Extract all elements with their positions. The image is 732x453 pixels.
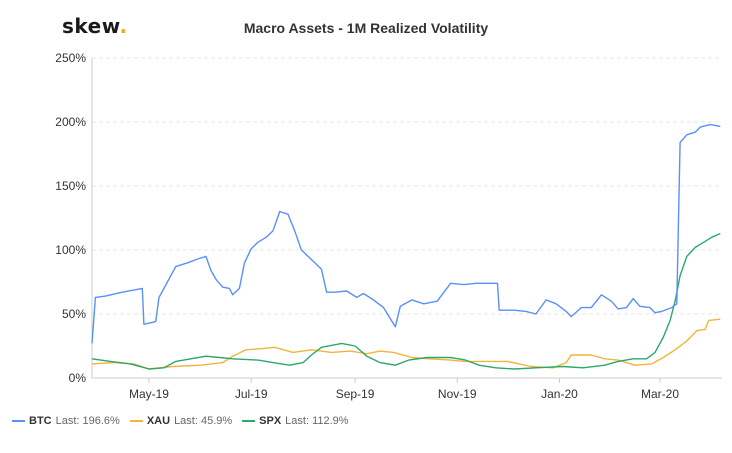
y-tick-label: 250%	[55, 51, 86, 65]
legend-swatch	[12, 420, 25, 422]
y-tick-label: 200%	[55, 115, 86, 129]
legend-last-value: Last: 45.9%	[174, 415, 233, 427]
legend-series-name: SPX	[259, 415, 282, 427]
logo-text: skew	[62, 14, 120, 38]
chart-title: Macro Assets - 1M Realized Volatility	[243, 20, 489, 36]
series-line-spx	[91, 232, 721, 370]
series-line-xau	[91, 318, 721, 370]
x-tick-label: Jul-19	[235, 387, 268, 401]
y-tick-label: 50%	[62, 307, 86, 321]
series-line-btc	[91, 123, 721, 344]
legend-item-btc[interactable]: BTC Last: 196.6%	[12, 415, 120, 427]
x-tick-label: Jan-20	[541, 387, 578, 401]
legend-series-name: XAU	[146, 415, 171, 427]
x-tick-label: May-19	[129, 387, 169, 401]
legend-last-value: Last: 112.9%	[285, 415, 349, 427]
x-tick-label: Nov-19	[438, 387, 477, 401]
y-tick-label: 0%	[69, 371, 87, 385]
legend-series-name: BTC	[29, 415, 52, 427]
x-tick-label: Mar-20	[641, 387, 679, 401]
legend-item-xau[interactable]: XAU Last: 45.9%	[129, 415, 233, 427]
legend-item-spx[interactable]: SPX Last: 112.9%	[242, 415, 349, 427]
legend-swatch	[242, 420, 256, 422]
y-tick-label: 150%	[55, 179, 86, 193]
legend-swatch	[129, 420, 143, 422]
skew-logo: skew.	[62, 14, 128, 38]
x-tick-label: Sep-19	[336, 387, 375, 401]
y-tick-label: 100%	[55, 243, 86, 257]
legend-last-value: Last: 196.6%	[55, 415, 120, 427]
chart-legend: BTC Last: 196.6% XAU Last: 45.9% SPX Last: 11…	[12, 415, 349, 427]
logo-dot: .	[119, 14, 128, 38]
